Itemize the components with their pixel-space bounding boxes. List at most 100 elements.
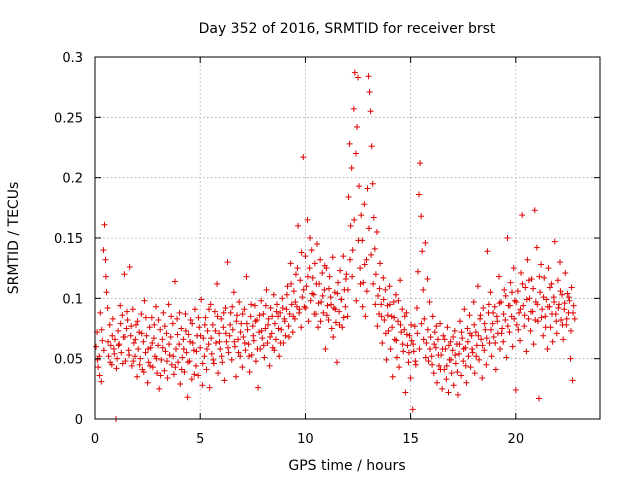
data-point (144, 379, 151, 386)
data-point (450, 333, 457, 340)
x-tick-label: 10 (297, 432, 314, 447)
data-point (401, 313, 408, 320)
data-point (520, 302, 527, 309)
data-point (281, 318, 288, 325)
data-point (549, 311, 556, 318)
data-point (229, 303, 236, 310)
x-tick-label: 15 (402, 432, 419, 447)
data-point (227, 309, 234, 316)
data-point (418, 213, 425, 220)
data-point (272, 336, 279, 343)
data-point (422, 239, 429, 246)
data-point (171, 278, 178, 285)
data-point (137, 355, 144, 362)
data-point (409, 406, 416, 413)
data-point (189, 320, 196, 327)
data-point (227, 321, 234, 328)
data-point (541, 274, 548, 281)
data-point (191, 306, 198, 313)
data-point (207, 301, 214, 308)
data-point (346, 140, 353, 147)
y-tick-label: 0.2 (62, 172, 83, 187)
data-point (156, 385, 163, 392)
data-point (398, 329, 405, 336)
data-point (469, 349, 476, 356)
data-point (492, 366, 499, 373)
data-point (334, 290, 341, 297)
data-point (382, 286, 389, 293)
data-point (121, 333, 128, 340)
data-point (533, 244, 540, 251)
data-point (524, 256, 531, 263)
data-point (501, 286, 508, 293)
data-point (190, 347, 197, 354)
data-point (531, 207, 538, 214)
data-point (268, 330, 275, 337)
data-point (159, 336, 166, 343)
data-point (321, 286, 328, 293)
data-point (447, 338, 454, 345)
data-point (481, 347, 488, 354)
data-point (248, 352, 255, 359)
data-point (180, 346, 187, 353)
data-point (170, 353, 177, 360)
data-point (119, 312, 126, 319)
data-point (256, 329, 263, 336)
data-point (503, 354, 510, 361)
data-point (252, 358, 259, 365)
data-point (502, 292, 509, 299)
data-point (440, 332, 447, 339)
data-point (485, 301, 492, 308)
data-point (238, 320, 245, 327)
data-point (372, 301, 379, 308)
data-point (407, 374, 414, 381)
x-tick-label: 5 (196, 432, 204, 447)
data-point (365, 225, 372, 232)
data-point (433, 379, 440, 386)
data-point (311, 311, 318, 318)
data-point (302, 304, 309, 311)
data-point (456, 350, 463, 357)
data-point (189, 339, 196, 346)
data-point (344, 313, 351, 320)
data-point (324, 302, 331, 309)
data-point (111, 336, 118, 343)
data-point (97, 309, 104, 316)
data-point (185, 331, 192, 338)
data-point (465, 353, 472, 360)
data-point (393, 337, 400, 344)
y-tick-label: 0.15 (54, 232, 83, 247)
data-point (559, 291, 566, 298)
data-point (561, 306, 568, 313)
data-point (127, 332, 134, 339)
data-point (172, 364, 179, 371)
data-point (452, 360, 459, 367)
data-point (521, 312, 528, 319)
data-point (288, 301, 295, 308)
data-point (239, 311, 246, 318)
data-point (487, 289, 494, 296)
data-point (164, 374, 171, 381)
data-point (452, 352, 459, 359)
data-point (486, 339, 493, 346)
data-point (479, 374, 486, 381)
data-point (568, 284, 575, 291)
data-point (350, 105, 357, 112)
data-point (149, 339, 156, 346)
data-point (267, 333, 274, 340)
data-point (567, 327, 574, 334)
data-point (431, 341, 438, 348)
data-point (212, 327, 219, 334)
data-point (383, 356, 390, 363)
data-point (426, 298, 433, 305)
data-point (460, 346, 467, 353)
data-point (352, 150, 359, 157)
data-point (513, 321, 520, 328)
data-point (99, 337, 106, 344)
data-point (443, 376, 450, 383)
data-point (130, 358, 137, 365)
data-point (300, 286, 307, 293)
data-point (548, 280, 555, 287)
data-point (408, 337, 415, 344)
data-point (542, 324, 549, 331)
